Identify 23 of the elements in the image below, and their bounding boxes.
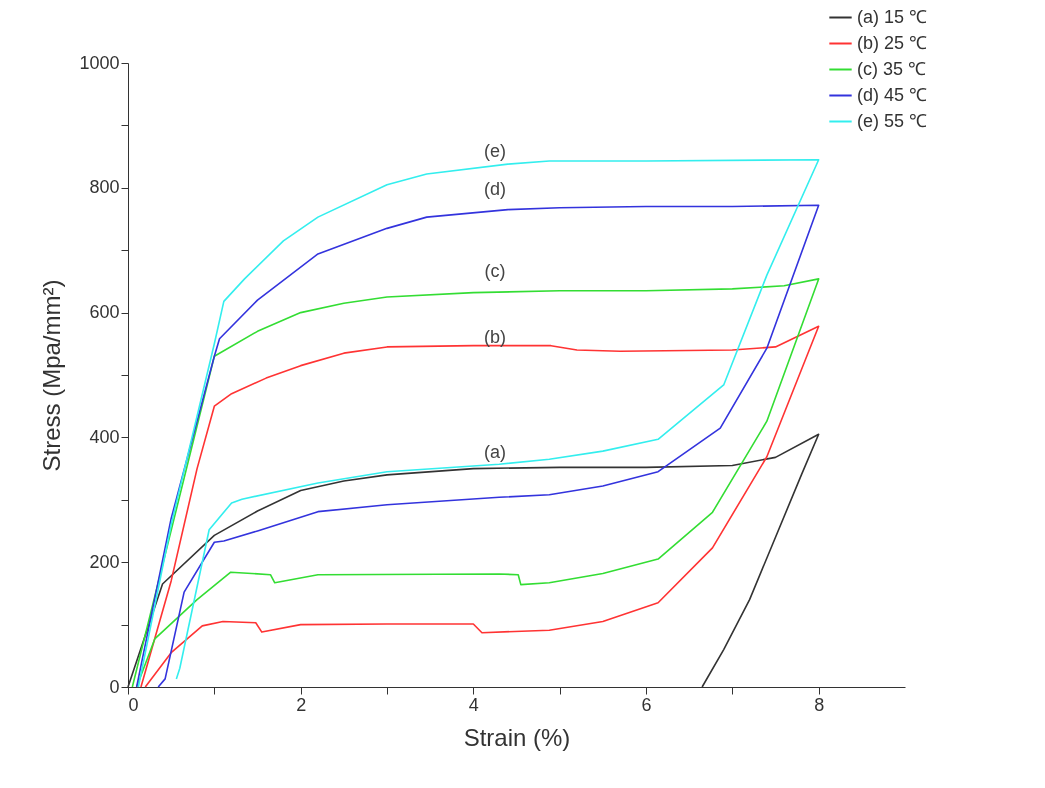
legend-label: (a) 15 ℃	[857, 6, 928, 27]
y-tick-label: 800	[89, 177, 120, 198]
x-tick-label: 6	[641, 694, 652, 715]
legend-label: (e) 55 ℃	[857, 110, 928, 131]
x-tick-label: 8	[814, 694, 825, 715]
annotation: (d)	[484, 179, 506, 199]
legend-label: (d) 45 ℃	[857, 84, 928, 105]
y-tick-label: 200	[89, 551, 120, 572]
annotation: (b)	[484, 327, 506, 347]
x-tick-label: 0	[128, 694, 139, 715]
y-axis-title: Stress (Mpa/mm²)	[38, 279, 66, 472]
annotation: (a)	[484, 442, 506, 462]
legend-label: (b) 25 ℃	[857, 32, 928, 53]
x-axis-title: Strain (%)	[463, 723, 571, 751]
y-tick-label: 0	[109, 676, 120, 697]
y-tick-label: 1000	[79, 52, 120, 73]
annotation: (c)	[484, 261, 506, 281]
x-tick-label: 2	[296, 694, 307, 715]
annotation: (e)	[484, 141, 506, 161]
y-tick-label: 600	[89, 302, 120, 323]
legend-label: (c) 35 ℃	[857, 58, 927, 79]
y-tick-label: 400	[89, 426, 120, 447]
x-tick-label: 4	[468, 694, 479, 715]
